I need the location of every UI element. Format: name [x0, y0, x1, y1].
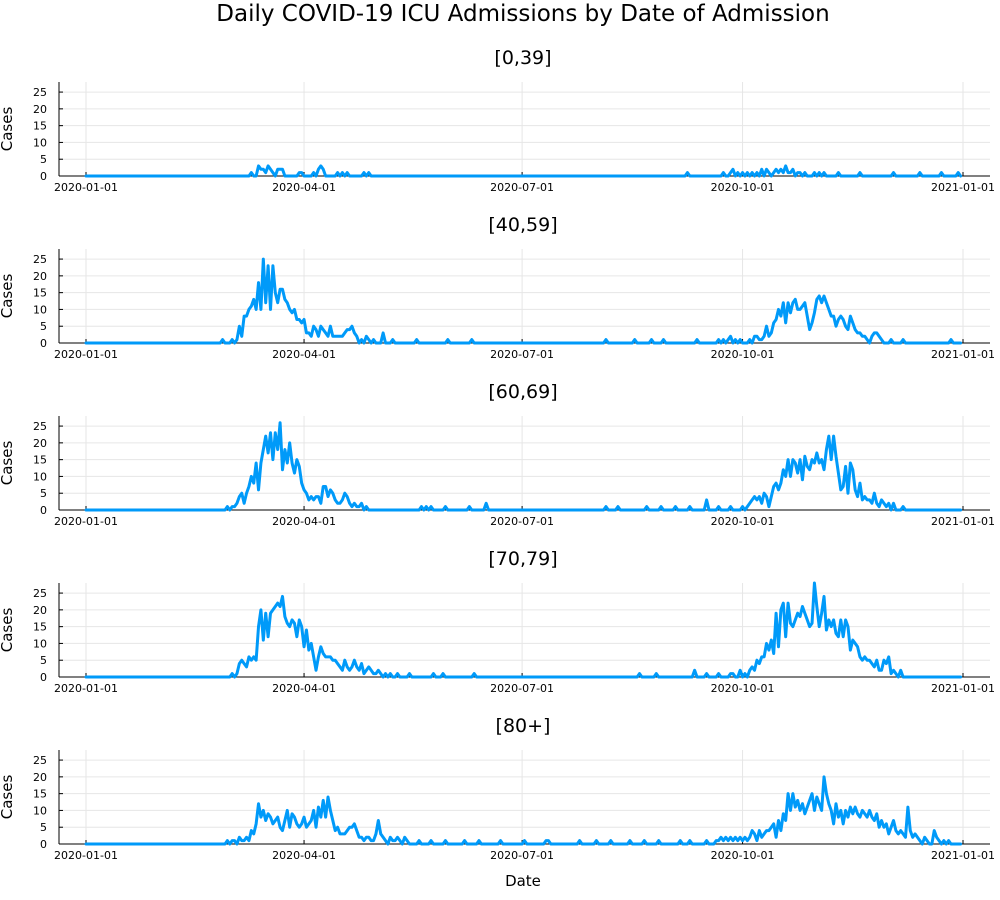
y-tick-label: 0	[40, 170, 47, 183]
panel-3: [70,79] 0 5 10 15 20 25 2020-01-01 2020-04-01 202…	[0, 548, 995, 695]
x-tick-label: 2020-01-01	[54, 515, 118, 528]
x-tick-label: 2020-04-01	[272, 849, 336, 862]
panel-0: [0,39] 0 5 10 15 20 25 2020-01-01 2020-04-01 2020…	[0, 47, 995, 194]
x-tick-label: 2020-07-01	[490, 849, 554, 862]
y-axis-label: Cases	[0, 441, 16, 486]
y-tick-label: 0	[40, 838, 47, 851]
x-tick-label: 2020-10-01	[711, 181, 775, 194]
y-tick-label: 0	[40, 671, 47, 684]
y-tick-label: 15	[33, 454, 47, 467]
y-tick-label: 15	[33, 287, 47, 300]
x-tick-label: 2020-07-01	[490, 682, 554, 695]
x-tick-label: 2020-10-01	[711, 682, 775, 695]
x-tick-label: 2020-10-01	[711, 348, 775, 361]
series-line	[84, 421, 963, 512]
x-tick-label: 2020-04-01	[272, 348, 336, 361]
y-tick-label: 15	[33, 788, 47, 801]
x-tick-label: 2021-01-01	[931, 515, 995, 528]
y-tick-label: 15	[33, 120, 47, 133]
x-tick-label: 2020-01-01	[54, 181, 118, 194]
x-tick-label: 2020-10-01	[711, 849, 775, 862]
y-tick-label: 10	[33, 470, 47, 483]
x-tick-label: 2020-07-01	[490, 348, 554, 361]
y-tick-label: 25	[33, 754, 47, 767]
y-tick-label: 25	[33, 86, 47, 99]
y-tick-label: 0	[40, 504, 47, 517]
panel-title: [60,69]	[488, 381, 557, 403]
x-tick-label: 2020-04-01	[272, 682, 336, 695]
y-axis-label: Cases	[0, 775, 16, 820]
series-line	[84, 581, 963, 679]
y-axis-label: Cases	[0, 107, 16, 152]
x-axis-label: Date	[505, 872, 541, 890]
y-tick-label: 25	[33, 420, 47, 433]
panel-1: [40,59] 0 5 10 15 20 25 2020-01-01 2020-04-01 202…	[0, 214, 995, 361]
y-tick-label: 15	[33, 621, 47, 634]
y-tick-label: 10	[33, 804, 47, 817]
y-tick-label: 20	[33, 103, 47, 116]
y-axis-label: Cases	[0, 274, 16, 319]
chart-title: Daily COVID-19 ICU Admissions by Date of…	[216, 1, 829, 27]
y-tick-label: 5	[40, 821, 47, 834]
y-tick-label: 5	[40, 320, 47, 333]
y-tick-label: 10	[33, 136, 47, 149]
x-tick-label: 2021-01-01	[931, 849, 995, 862]
x-tick-label: 2020-01-01	[54, 682, 118, 695]
series-line	[84, 257, 963, 345]
x-tick-label: 2021-01-01	[931, 348, 995, 361]
x-tick-label: 2020-04-01	[272, 181, 336, 194]
y-tick-label: 10	[33, 303, 47, 316]
y-tick-label: 25	[33, 253, 47, 266]
series-line	[84, 775, 963, 846]
y-tick-label: 25	[33, 587, 47, 600]
y-tick-label: 5	[40, 487, 47, 500]
x-tick-label: 2020-07-01	[490, 515, 554, 528]
panel-title: [80+]	[496, 715, 551, 737]
series-line	[84, 164, 963, 178]
x-tick-label: 2020-07-01	[490, 181, 554, 194]
y-tick-label: 0	[40, 337, 47, 350]
x-tick-label: 2021-01-01	[931, 682, 995, 695]
y-tick-label: 20	[33, 771, 47, 784]
panel-title: [70,79]	[488, 548, 557, 570]
y-tick-label: 5	[40, 153, 47, 166]
y-tick-label: 20	[33, 270, 47, 283]
x-tick-label: 2020-01-01	[54, 849, 118, 862]
x-tick-label: 2020-01-01	[54, 348, 118, 361]
panel-title: [40,59]	[488, 214, 557, 236]
y-axis-label: Cases	[0, 608, 16, 653]
y-tick-label: 20	[33, 604, 47, 617]
panel-title: [0,39]	[494, 47, 551, 69]
x-tick-label: 2021-01-01	[931, 181, 995, 194]
panel-4: [80+] 0 5 10 15 20 25 2020-01-01 2020-04-01 2020-…	[0, 715, 995, 862]
x-tick-label: 2020-10-01	[711, 515, 775, 528]
y-tick-label: 20	[33, 437, 47, 450]
x-tick-label: 2020-04-01	[272, 515, 336, 528]
y-tick-label: 5	[40, 654, 47, 667]
panel-2: [60,69] 0 5 10 15 20 25 2020-01-01 2020-04-01 202…	[0, 381, 995, 528]
y-tick-label: 10	[33, 637, 47, 650]
